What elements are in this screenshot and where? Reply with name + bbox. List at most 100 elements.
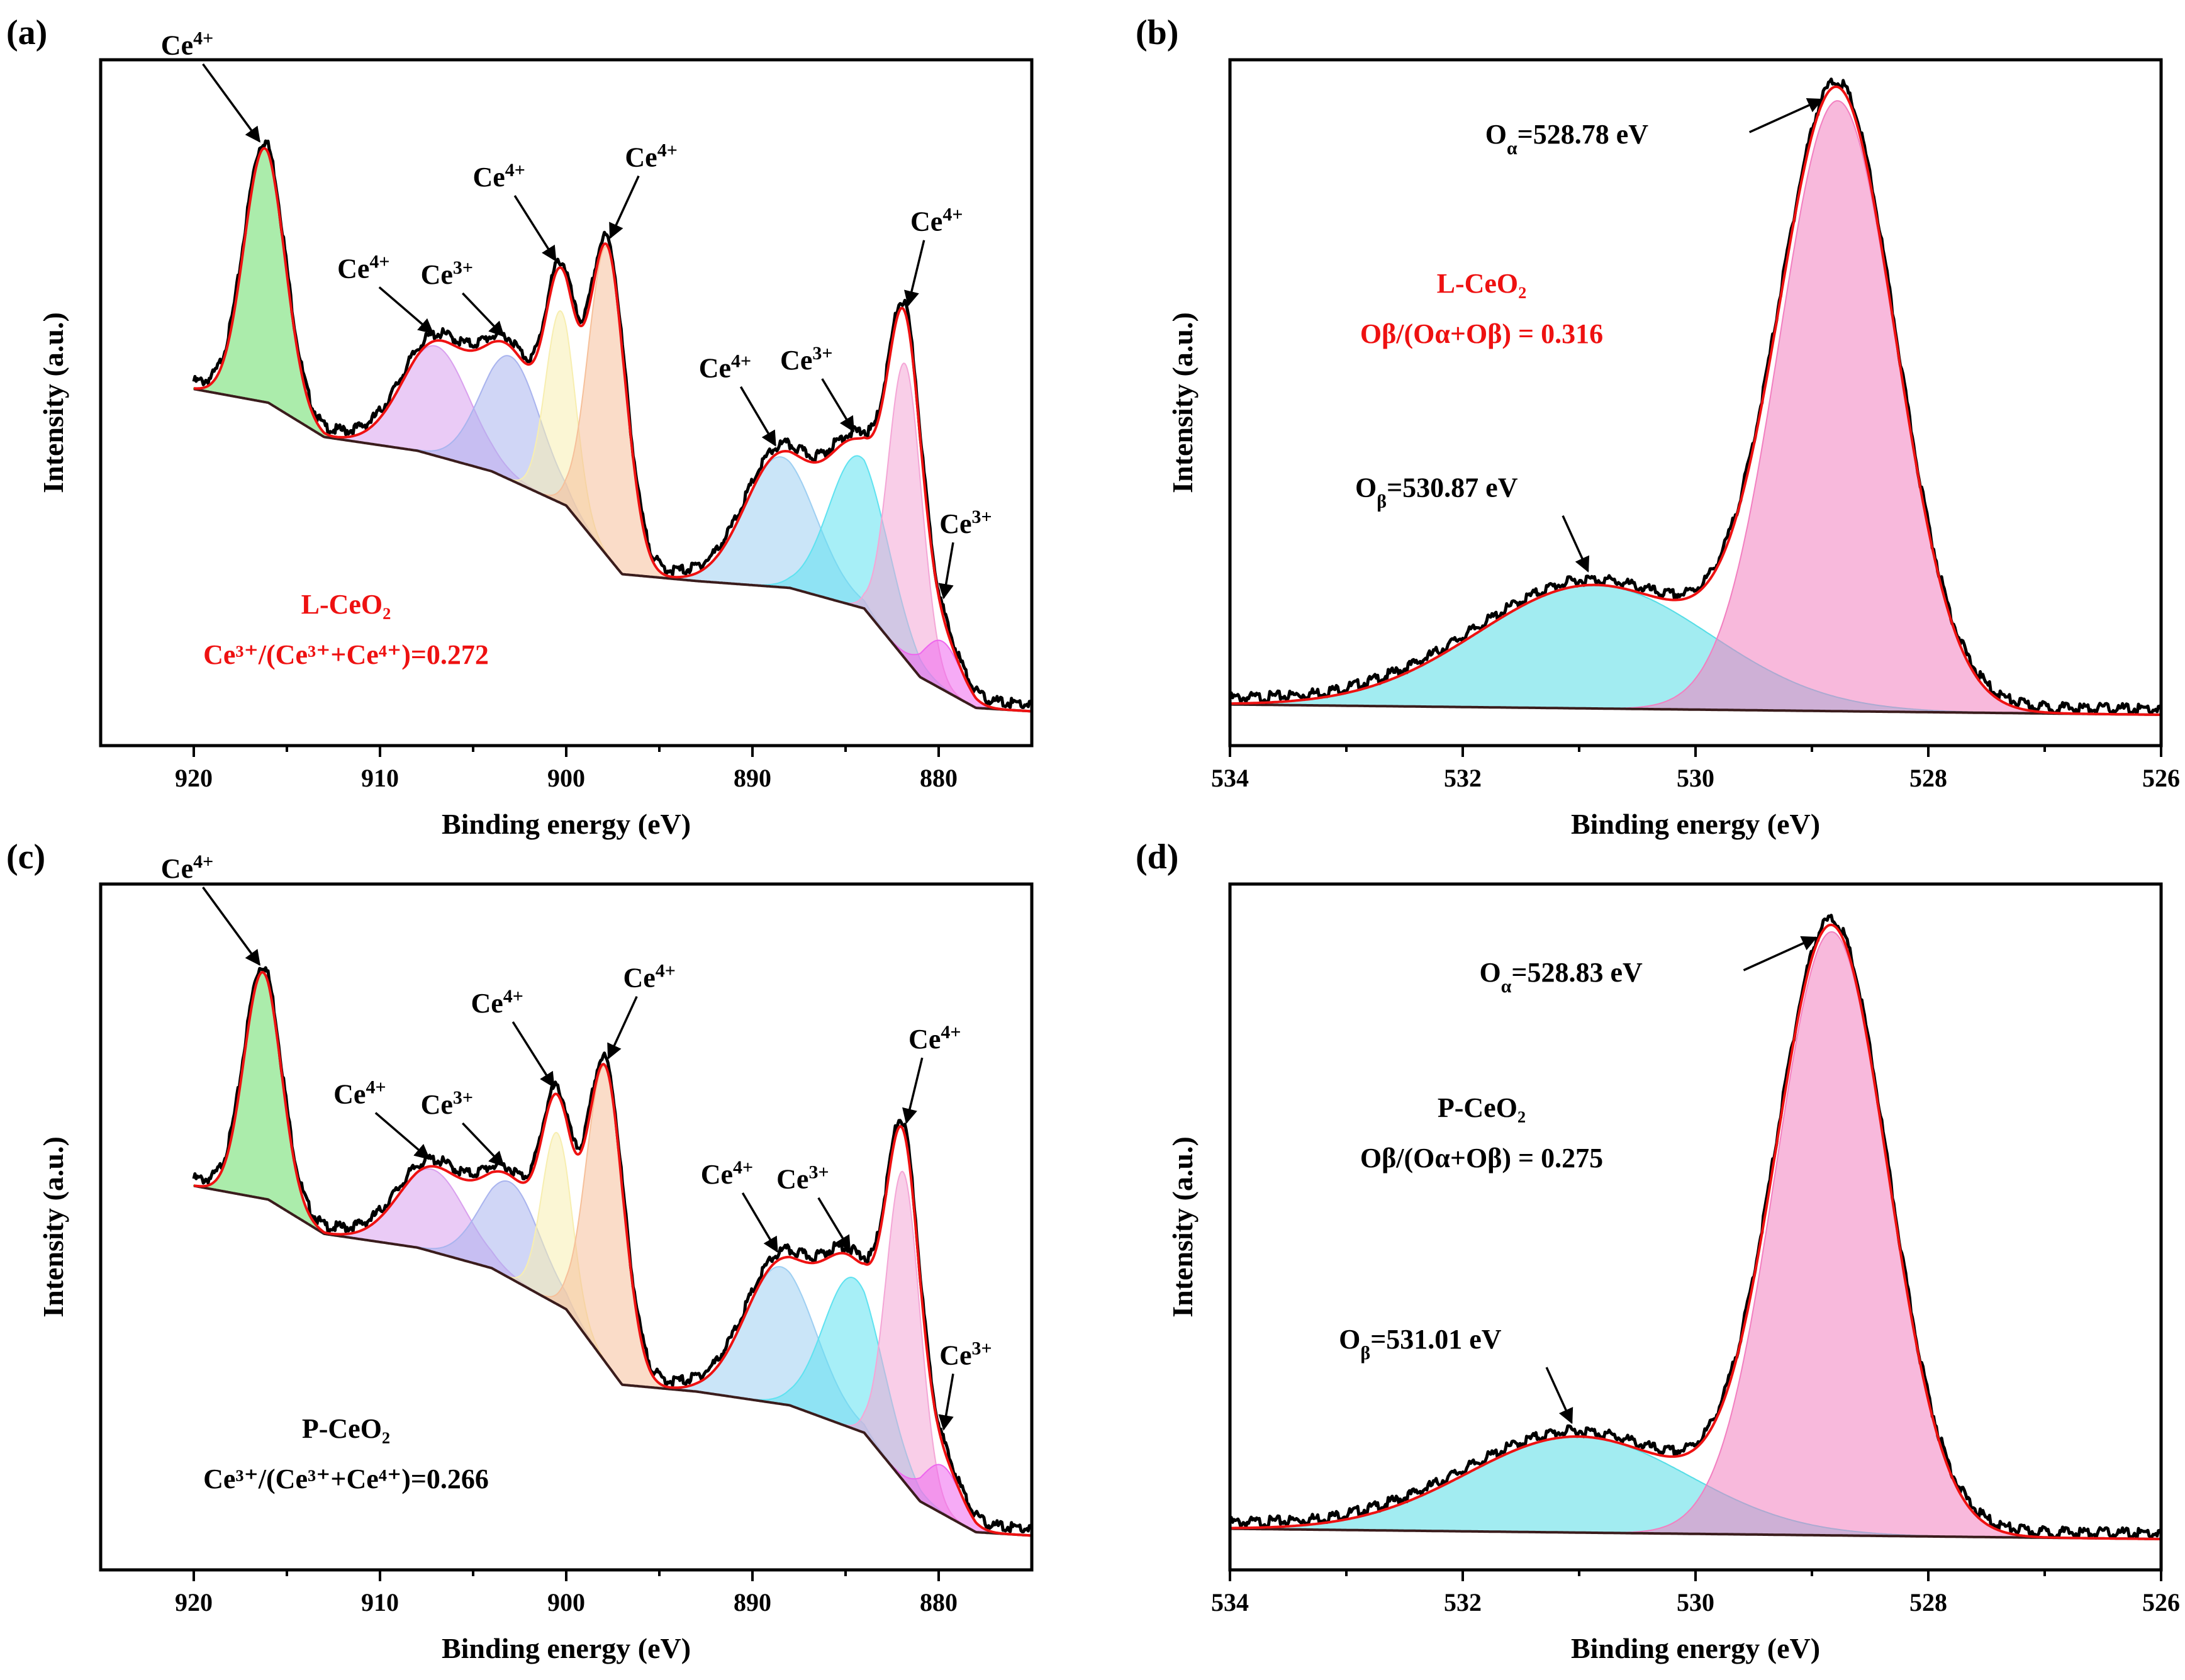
peak-annotation-label: Oβ=531.01 eV [1339,1324,1502,1364]
x-tick-label: 530 [1677,764,1714,792]
annotation-arrow [741,1192,778,1253]
peak-annotation-label: Ce3+ [776,1162,829,1195]
annotation-arrow [511,1021,555,1089]
x-axis-label: Binding energy (eV) [442,1632,691,1664]
peak-annotation-label: Ce4+ [910,204,963,237]
panel-c: 920 910 900 890 880 Binding energy (eV) Intens… [6,837,1034,1664]
sample-label: P-CeO₂ [1438,1092,1526,1123]
panel-label: (a) [6,13,47,52]
annotation-arrow [821,378,855,433]
peak-annotation-label: Ce4+ [623,960,675,994]
annotation-arrow [1562,515,1590,573]
peak-annotation-label: Ce3+ [780,342,832,376]
x-tick-label: 526 [2142,764,2180,792]
annotation-arrow [1748,98,1823,133]
peak-annotation-label: Ce4+ [625,140,677,173]
experimental-line [1230,77,2161,715]
annotation-arrow [202,63,260,143]
annotation-arrow [938,542,954,600]
annotation-arrow [1743,936,1818,972]
sample-label: L-CeO₂ [301,589,391,620]
plot-frame [1228,882,2163,1572]
x-tick-label: 530 [1677,1588,1714,1616]
peak-annotation-label: Ce3+ [939,1338,992,1371]
annotation-arrow [904,240,925,307]
peak-annotation-label: Ce4+ [472,159,525,193]
panel-label: (d) [1136,837,1178,876]
annotation-arrow [817,1197,851,1252]
annotation-arrow [1545,1367,1573,1425]
background-line [193,388,1032,713]
x-axis-label: Binding energy (eV) [1571,808,1820,840]
peak-annotation-label: Ce4+ [333,1077,386,1110]
x-axis-label: Binding energy (eV) [1571,1632,1820,1664]
component-peak [193,147,347,441]
ratio-label: Ce³⁺/(Ce³⁺+Ce⁴⁺)=0.266 [203,1464,489,1494]
y-axis-label: Intensity (a.u.) [1166,312,1199,493]
peak-annotation-label: Ce4+ [701,1156,753,1190]
annotation-arrow [938,1374,954,1431]
peak-annotation-label: Oα=528.83 eV [1479,957,1643,997]
ratio-label: Ce³⁺/(Ce³⁺+Ce⁴⁺)=0.272 [203,639,489,670]
annotation-arrow [378,286,434,335]
x-tick-label: 880 [920,764,958,792]
peak-annotation-label: Ce4+ [161,28,213,61]
fit-envelope-line [193,147,1032,713]
x-tick-label: 920 [175,764,213,792]
x-tick-label: 528 [1909,1588,1947,1616]
x-tick-label: 534 [1211,764,1249,792]
annotation-arrow [462,292,505,337]
y-axis-label: Intensity (a.u.) [1166,1136,1199,1318]
y-axis-label: Intensity (a.u.) [37,1136,69,1318]
peak-annotation-label: Ce3+ [421,1087,473,1121]
x-tick-label: 526 [2142,1588,2180,1616]
panel-a: 920 910 900 890 880 Binding energy (eV) Intens… [6,13,1034,840]
annotation-arrow [607,995,638,1060]
peak-annotation-label: Ce4+ [908,1022,961,1055]
x-tick-label: 900 [547,764,585,792]
x-tick-label: 890 [734,1588,771,1616]
peak-annotation-label: Ce4+ [337,251,389,284]
sample-label: P-CeO₂ [302,1413,390,1444]
panel-label: (c) [6,837,45,876]
y-axis-label: Intensity (a.u.) [37,312,69,493]
component-peak [1608,931,2055,1539]
annotation-arrow [513,194,557,262]
plot-area [192,966,1032,1537]
annotation-arrow [202,887,260,966]
background-line [1230,703,2161,716]
annotation-arrow [739,386,776,447]
annotation-arrow [374,1112,430,1160]
x-tick-label: 528 [1909,764,1947,792]
peak-annotation-label: Oα=528.78 eV [1485,119,1649,159]
annotation-arrow [902,1057,924,1124]
x-tick-label: 920 [175,1588,213,1616]
annotation-arrow [609,175,640,239]
background-line [1230,1527,2161,1540]
panel-d: 534 532 530 528 526 Binding energy (eV) Intens… [1136,837,2180,1664]
component-peak [193,972,337,1236]
peak-annotation-label: Oβ=530.87 eV [1355,473,1518,512]
x-tick-label: 880 [920,1588,958,1616]
peak-annotation-label: Ce4+ [161,851,213,885]
sample-label: L-CeO₂ [1437,268,1527,299]
experimental-line [1230,914,2161,1540]
peak-annotation-label: Ce3+ [421,257,473,291]
panel-label: (b) [1136,13,1178,52]
peak-annotation-label: Ce4+ [699,350,751,384]
plot-area [192,139,1032,713]
x-axis-label: Binding energy (eV) [442,808,691,840]
plot-area [1230,77,2161,716]
x-tick-label: 532 [1444,1588,1482,1616]
peak-annotation-label: Ce4+ [471,986,523,1019]
panel-b: 534 532 530 528 526 Binding energy (eV) Intens… [1136,13,2180,840]
peak-annotation-label: Ce3+ [939,507,992,540]
ratio-label: Oβ/(Oα+Oβ) = 0.275 [1360,1143,1603,1173]
x-tick-label: 910 [361,764,399,792]
x-tick-label: 532 [1444,764,1482,792]
x-tick-label: 910 [361,1588,399,1616]
x-tick-label: 900 [547,1588,585,1616]
x-tick-label: 534 [1211,1588,1249,1616]
annotation-arrow [462,1122,505,1167]
